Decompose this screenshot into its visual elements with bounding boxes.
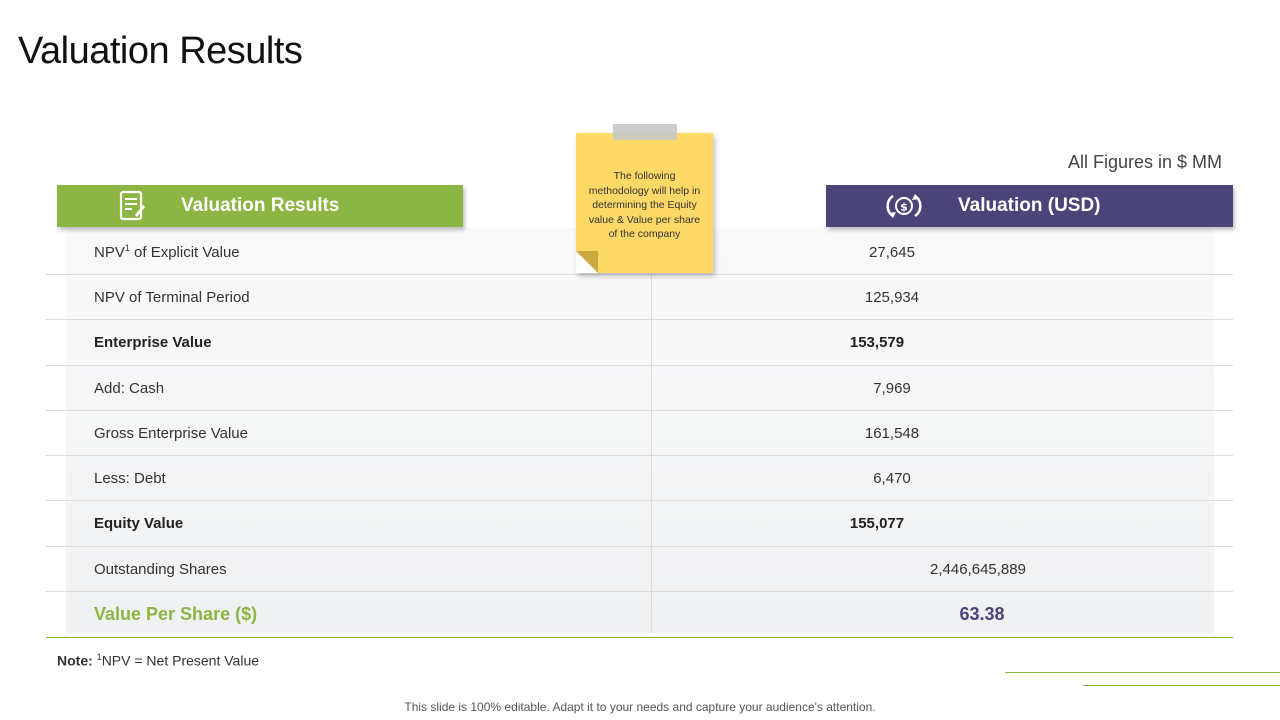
row-label: Gross Enterprise Value — [94, 424, 248, 442]
row-value: 6,470 — [873, 469, 911, 487]
table-row-total: Value Per Share ($) 63.38 — [46, 592, 1233, 638]
sticky-note: The following methodology will help in d… — [576, 124, 713, 273]
svg-text:$: $ — [900, 201, 908, 214]
footnote: Note: 1NPV = Net Present Value — [57, 652, 260, 669]
valuation-results-header: Valuation Results — [57, 185, 463, 227]
table-row: Less: Debt 6,470 — [46, 456, 1233, 501]
sticky-note-text: The following methodology will help in d… — [588, 170, 701, 240]
table-row: Equity Value 155,077 — [46, 501, 1233, 547]
row-label: Less: Debt — [94, 469, 166, 487]
row-value: 155,077 — [849, 515, 905, 532]
decorative-line — [1083, 685, 1280, 686]
background-photo — [66, 228, 1214, 633]
page-title: Valuation Results — [18, 30, 303, 72]
row-label: NPV of Terminal Period — [94, 288, 250, 306]
row-label: Add: Cash — [94, 379, 165, 397]
row-value: 125,934 — [864, 288, 920, 306]
table-row: Add: Cash 7,969 — [46, 366, 1233, 411]
table-row: Gross Enterprise Value 161,548 — [46, 411, 1233, 456]
figures-unit-note: All Figures in $ MM — [1067, 152, 1222, 172]
footer-text: This slide is 100% editable. Adapt it to… — [404, 700, 876, 714]
row-label: Outstanding Shares — [94, 560, 227, 578]
row-label: Enterprise Value — [94, 334, 212, 351]
row-value: 161,548 — [864, 424, 920, 442]
valuation-table: NPV1 of Explicit Value 27,645 NPV of Ter… — [46, 230, 1233, 638]
row-value: 153,579 — [849, 334, 905, 351]
row-label: Equity Value — [94, 515, 184, 532]
row-value: 7,969 — [873, 379, 911, 397]
row-value: 27,645 — [869, 243, 915, 261]
row-value: 2,446,645,889 — [930, 560, 1026, 578]
valuation-usd-header-label: Valuation (USD) — [958, 195, 1101, 216]
row-label: NPV1 of Explicit Value — [94, 243, 240, 261]
decorative-line — [1005, 672, 1280, 673]
row-value: 63.38 — [959, 604, 1005, 624]
column-divider — [651, 275, 652, 633]
tape-decoration — [613, 124, 677, 140]
table-row: Outstanding Shares 2,446,645,889 — [46, 547, 1233, 592]
valuation-results-header-label: Valuation Results — [181, 195, 340, 216]
dollar-cycle-icon: $ — [884, 191, 924, 221]
table-row: NPV1 of Explicit Value 27,645 — [46, 230, 1233, 275]
table-row: NPV of Terminal Period 125,934 — [46, 275, 1233, 320]
document-icon — [119, 190, 145, 222]
table-row: Enterprise Value 153,579 — [46, 320, 1233, 366]
valuation-usd-header: $ Valuation (USD) — [826, 185, 1233, 227]
row-label: Value Per Share ($) — [94, 604, 258, 624]
page-fold-decoration — [576, 251, 598, 273]
